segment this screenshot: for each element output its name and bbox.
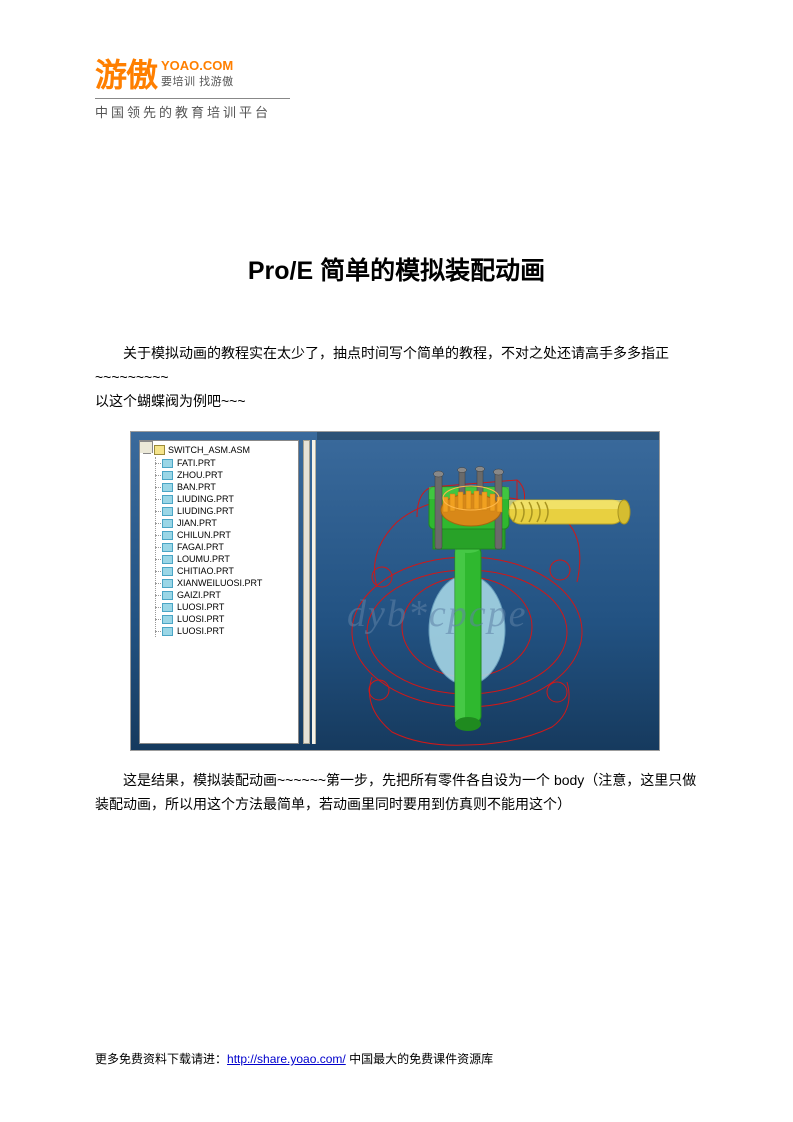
tree-item-label: LIUDING.PRT [177,506,234,516]
tree-item: FATI.PRT [156,457,295,469]
tree-item: LUOSI.PRT [156,601,295,613]
footer: 更多免费资料下载请进：http://share.yoao.com/ 中国最大的免… [95,1050,493,1067]
tree-item-label: ZHOU.PRT [177,470,223,480]
tree-root: - SWITCH_ASM.ASM [143,445,295,455]
paragraph-2: 以这个蝴蝶阀为例吧~~~ [95,390,698,414]
tree-item-label: LIUDING.PRT [177,494,234,504]
tree-root-label: SWITCH_ASM.ASM [168,445,250,455]
tree-item: LIUDING.PRT [156,493,295,505]
logo-en: YOAO.COM [161,58,234,73]
tree-item: FAGAI.PRT [156,541,295,553]
tree-item-label: BAN.PRT [177,482,216,492]
part-icon [162,471,173,480]
result-text: 这是结果，模拟装配动画~~~~~~第一步，先把所有零件各自设为一个 body（注… [95,769,698,817]
part-icon [162,591,173,600]
tree-item: LOUMU.PRT [156,553,295,565]
tree-item-label: LUOSI.PRT [177,614,224,624]
model-tree-panel: - SWITCH_ASM.ASM FATI.PRT ZHOU.PRT BAN.PRT… [139,440,299,744]
tree-item: XIANWEILUOSI.PRT [156,577,295,589]
tree-item: BAN.PRT [156,481,295,493]
paragraph-3: 这是结果，模拟装配动画~~~~~~第一步，先把所有零件各自设为一个 body（注… [95,769,698,817]
part-icon [162,495,173,504]
tree-item-label: JIAN.PRT [177,518,217,528]
part-icon [162,483,173,492]
part-icon [162,459,173,468]
part-icon [162,603,173,612]
tree-item: LUOSI.PRT [156,625,295,637]
intro-text: 关于模拟动画的教程实在太少了，抽点时间写个简单的教程，不对之处还请高手多多指正~… [95,342,698,413]
part-icon [162,555,173,564]
tree-item-label: CHITIAO.PRT [177,566,234,576]
brand-logo: 游傲 YOAO.COM 要培训 找游傲 中国领先的教育培训平台 [95,50,290,121]
proe-screenshot: - SWITCH_ASM.ASM FATI.PRT ZHOU.PRT BAN.PRT… [130,431,660,751]
part-icon [162,627,173,636]
assembly-icon [154,445,165,455]
tree-item: JIAN.PRT [156,517,295,529]
tree-item-label: LUOSI.PRT [177,602,224,612]
footer-link[interactable]: http://share.yoao.com/ [227,1052,346,1066]
tree-item-label: XIANWEILUOSI.PRT [177,578,262,588]
footer-prefix: 更多免费资料下载请进： [95,1052,227,1066]
tree-item-label: FATI.PRT [177,458,216,468]
tree-item: GAIZI.PRT [156,589,295,601]
part-icon [162,543,173,552]
tree-item-label: LUOSI.PRT [177,626,224,636]
tree-item-label: CHILUN.PRT [177,530,231,540]
tree-item: CHITIAO.PRT [156,565,295,577]
panel-edge [312,440,316,744]
part-icon [162,519,173,528]
logo-cn: 游傲 [95,50,157,96]
tree-item-label: FAGAI.PRT [177,542,224,552]
page-title: Pro/E 简单的模拟装配动画 [95,251,698,287]
part-icon [162,507,173,516]
footer-suffix: 中国最大的免费课件资源库 [346,1052,493,1066]
model-viewport: dyb*cpcpe [317,432,659,750]
tree-item: LIUDING.PRT [156,505,295,517]
part-icon [162,531,173,540]
tree-item: CHILUN.PRT [156,529,295,541]
logo-platform: 中国领先的教育培训平台 [95,102,290,121]
part-icon [162,615,173,624]
splitter-bar[interactable] [303,440,310,744]
tree-item: ZHOU.PRT [156,469,295,481]
logo-slogan: 要培训 找游傲 [161,73,234,89]
tree-item-label: LOUMU.PRT [177,554,230,564]
part-icon [162,579,173,588]
tree-item: LUOSI.PRT [156,613,295,625]
paragraph-1: 关于模拟动画的教程实在太少了，抽点时间写个简单的教程，不对之处还请高手多多指正~… [95,342,698,390]
tree-item-label: GAIZI.PRT [177,590,221,600]
part-icon [162,567,173,576]
